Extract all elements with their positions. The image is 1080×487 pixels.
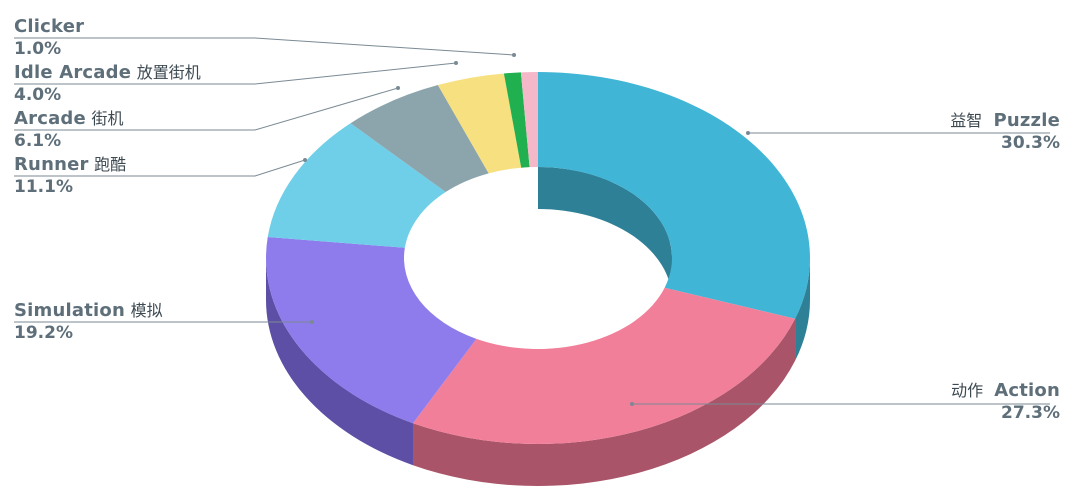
label-name-simulation: Simulation 模拟	[14, 300, 163, 322]
side-wall-action	[412, 318, 796, 486]
label-idle-arcade: Idle Arcade 放置街机 4.0%	[14, 62, 201, 106]
leader-dot-arcade	[396, 86, 400, 90]
label-en-action: Action	[994, 380, 1060, 401]
label-zh-simulation: 模拟	[130, 301, 163, 320]
side-wall-simulation	[266, 258, 413, 466]
slice-simulation	[266, 237, 477, 424]
inner-wall-puzzle	[538, 167, 672, 300]
label-en-arcade: Arcade	[14, 108, 86, 129]
slice-unlabeled	[520, 72, 538, 168]
label-zh-puzzle: 益智	[950, 111, 983, 130]
label-en-clicker: Clicker	[14, 16, 85, 37]
leader-line-arcade	[14, 87, 399, 131]
label-zh-arcade: 街机	[91, 109, 124, 128]
donut-side-walls	[266, 258, 810, 486]
label-en-runner: Runner	[14, 154, 89, 175]
leader-line-clicker	[14, 37, 515, 56]
label-en-idle-arcade: Idle Arcade	[14, 62, 132, 83]
leader-dot-idle-arcade	[454, 61, 458, 65]
label-name-action: 动作 Action	[951, 380, 1060, 402]
label-name-puzzle: 益智 Puzzle	[950, 110, 1060, 132]
slice-idle-arcade	[437, 73, 522, 174]
label-zh-idle-arcade: 放置街机	[136, 63, 201, 82]
label-clicker: Clicker 1.0%	[14, 16, 84, 60]
donut-inner-walls	[538, 167, 672, 300]
leader-line-runner	[14, 159, 306, 177]
label-value-simulation: 19.2%	[14, 323, 73, 343]
label-value-arcade: 6.1%	[14, 131, 62, 151]
leader-dot-clicker	[512, 53, 516, 57]
label-value-clicker: 1.0%	[14, 39, 62, 59]
label-action: 动作 Action 27.3%	[951, 380, 1060, 424]
label-arcade: Arcade 街机 6.1%	[14, 108, 124, 152]
leader-dot-puzzle	[746, 131, 750, 135]
side-wall-puzzle	[795, 258, 810, 361]
donut-top-faces	[266, 72, 810, 444]
label-zh-action: 动作	[951, 381, 984, 400]
label-name-arcade: Arcade 街机	[14, 108, 124, 130]
leader-dot-action	[630, 402, 634, 406]
label-en-puzzle: Puzzle	[993, 110, 1060, 131]
leader-lines	[14, 37, 1050, 406]
label-puzzle: 益智 Puzzle 30.3%	[950, 110, 1060, 154]
label-simulation: Simulation 模拟 19.2%	[14, 300, 163, 344]
slice-runner	[267, 123, 446, 248]
label-runner: Runner 跑酷 11.1%	[14, 154, 126, 198]
leader-dot-simulation	[310, 320, 314, 324]
label-zh-runner: 跑酷	[94, 155, 127, 174]
label-value-action: 27.3%	[1001, 403, 1060, 423]
leader-line-idle-arcade	[14, 62, 457, 85]
slice-puzzle	[538, 72, 810, 319]
label-value-runner: 11.1%	[14, 177, 73, 197]
label-value-puzzle: 30.3%	[1001, 133, 1060, 153]
slice-clicker	[503, 72, 530, 168]
label-name-idle-arcade: Idle Arcade 放置街机	[14, 62, 201, 84]
label-value-idle-arcade: 4.0%	[14, 85, 62, 105]
slice-action	[412, 287, 796, 444]
label-name-clicker: Clicker	[14, 16, 84, 38]
label-en-simulation: Simulation	[14, 300, 125, 321]
label-name-runner: Runner 跑酷	[14, 154, 126, 176]
slice-arcade	[350, 85, 489, 193]
leader-dot-runner	[303, 158, 307, 162]
